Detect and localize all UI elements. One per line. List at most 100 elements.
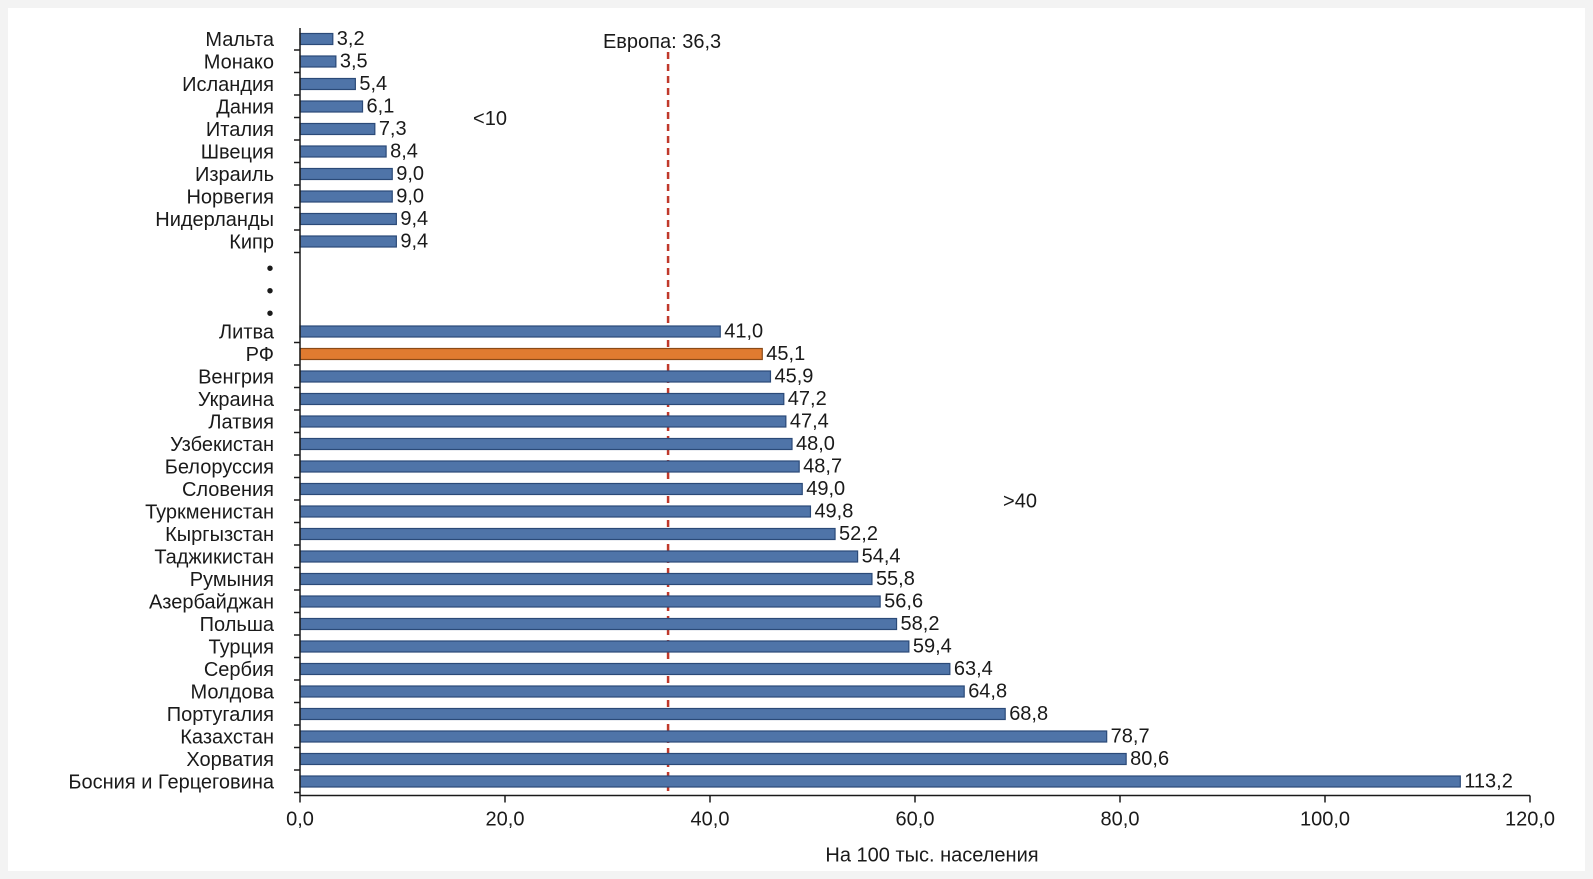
reference-line-group: Европа: 36,3 [603,31,721,796]
x-tick-label: 60,0 [896,809,935,831]
data-label: 113,2 [1464,771,1513,793]
category-label: РФ [246,344,274,366]
bar [299,572,873,586]
x-tick-label: 120,0 [1505,809,1555,831]
axis-group: 0,0 20,0 40,0 60,0 80,0 100,0 120,0 На 100 тыс.… [286,28,1555,867]
data-label: 9,4 [400,208,428,230]
category-label: Кипр [229,232,274,254]
category-label: Узбекистан [170,434,274,456]
data-label: 45,9 [774,366,813,388]
category-label: Босния и Герцеговина [68,772,274,794]
x-tick-label: 0,0 [286,809,314,831]
bar [299,730,1108,743]
bar [299,752,1127,766]
data-label: 63,4 [954,658,993,680]
category-label: Израиль [195,164,274,186]
reference-line-label: Европа: 36,3 [603,31,721,53]
annotations-group: •••<10>40 [266,108,1036,513]
category-label: Монако [204,52,274,74]
category-label: Италия [206,119,274,141]
bar [299,370,772,383]
data-label: 54,4 [862,546,901,568]
data-label: 3,2 [337,28,365,50]
bar [299,190,393,203]
category-label: Норвегия [186,187,274,209]
data-label: 68,8 [1009,703,1048,725]
bar [299,550,859,563]
x-axis-title: На 100 тыс. населения [825,845,1038,867]
category-label: Сербия [204,659,274,681]
category-label: Румыния [190,569,274,591]
category-label: Швеция [201,142,274,164]
bar [299,437,793,451]
data-label: 52,2 [839,523,878,545]
category-label: Азербайджан [149,592,274,614]
category-label: Латвия [208,412,274,434]
data-label: 8,4 [390,141,418,163]
category-label: Венгрия [198,367,274,389]
data-label: 47,2 [788,388,827,410]
category-label: Белоруссия [165,457,274,479]
bar [299,347,763,361]
data-label: 49,0 [806,478,845,500]
category-label: Туркменистан [145,502,274,524]
data-label: 78,7 [1111,726,1150,748]
gap-marker: • [266,281,273,303]
data-label: 41,0 [724,321,763,343]
bar [299,100,364,113]
data-label: 5,4 [359,73,387,95]
category-label: Таджикистан [154,547,274,569]
bar [299,527,836,541]
bar [299,640,910,653]
category-label: Хорватия [186,749,274,771]
category-label: Португалия [167,704,274,726]
bar [299,505,812,518]
category-label: Литва [219,322,275,344]
data-label: 80,6 [1130,748,1169,770]
data-label: 3,5 [340,51,368,73]
data-label: 55,8 [876,568,915,590]
data-label: 59,4 [913,636,952,658]
category-label: Нидерланды [155,209,274,231]
bar [299,212,397,226]
category-label: Дания [216,97,274,119]
group-annotation: <10 [473,108,507,130]
category-label: Словения [182,479,274,501]
data-label: 48,0 [796,433,835,455]
bar [299,662,951,676]
data-label: 9,4 [400,231,428,253]
data-label: 48,7 [803,456,842,478]
bar [299,145,387,158]
labels-group: Мальта 3,2 Монако 3,5 Исландия 5,4 Дания 6,1 Ита… [68,28,1513,794]
x-tick-label: 80,0 [1101,809,1140,831]
bar [299,392,785,406]
x-tick-label: 20,0 [486,809,525,831]
bar [299,55,337,68]
chart-background [8,8,1585,871]
category-label: Польша [200,614,275,636]
gap-marker: • [266,303,273,325]
bar [299,595,881,608]
category-label: Мальта [205,29,274,51]
bar [299,235,397,248]
data-label: 6,1 [367,96,395,118]
category-label: Украина [198,389,275,411]
category-label: Исландия [182,74,274,96]
data-label: 9,0 [396,186,424,208]
data-label: 64,8 [968,681,1007,703]
bar [299,122,376,136]
bar [299,167,393,181]
category-label: Казахстан [180,727,274,749]
data-label: 9,0 [396,163,424,185]
bar [299,325,721,338]
bar [299,482,803,496]
category-label: Кыргызстан [165,524,274,546]
bar [299,415,787,428]
data-label: 58,2 [901,613,940,635]
bar [299,707,1006,721]
data-label: 56,6 [884,591,923,613]
x-tick-label: 100,0 [1300,809,1350,831]
bar [299,775,1461,788]
